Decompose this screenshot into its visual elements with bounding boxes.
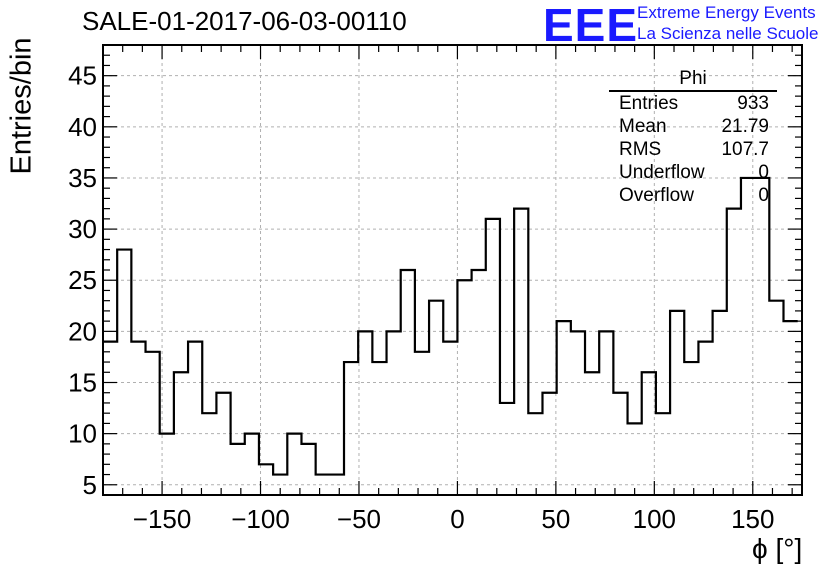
x-tick-label: −100 <box>231 504 290 534</box>
histogram-bin-10 <box>245 434 259 495</box>
histogram-bin-44 <box>727 209 741 495</box>
x-tick-label: 50 <box>541 504 570 534</box>
histogram-bin-37 <box>628 423 642 495</box>
histogram-bin-28 <box>500 403 514 495</box>
histogram-bin-32 <box>557 321 571 495</box>
histogram-bin-14 <box>301 444 315 495</box>
eee-logo: EEE <box>543 0 639 51</box>
stats-label: Mean <box>619 116 667 137</box>
stats-label: Entries <box>619 93 679 114</box>
histogram-bin-27 <box>486 219 500 495</box>
stats-label: RMS <box>619 139 662 160</box>
histogram-bin-13 <box>287 434 301 495</box>
x-tick-label: −150 <box>133 504 192 534</box>
histogram-bin-18 <box>358 331 372 495</box>
y-tick-label: 45 <box>68 61 97 91</box>
stats-value: 0 <box>758 162 769 183</box>
y-tick-label: 20 <box>68 316 97 346</box>
stats-label: Underflow <box>619 162 705 183</box>
histogram-bin-23 <box>429 301 443 495</box>
stats-title: Phi <box>609 68 777 92</box>
stats-row-underflow: Underflow 0 <box>609 161 777 184</box>
histogram-bin-39 <box>656 413 670 495</box>
x-tick-label: −50 <box>337 504 381 534</box>
histogram-bin-0 <box>103 342 117 495</box>
histogram-bin-42 <box>698 342 712 495</box>
histogram-bin-16 <box>330 475 344 495</box>
histogram-bin-25 <box>457 280 471 495</box>
stats-row-rms: RMS 107.7 <box>609 138 777 161</box>
brand-line-1: Extreme Energy Events <box>637 3 816 22</box>
chart-title: SALE-01-2017-06-03-00110 <box>82 6 407 36</box>
stats-box: Phi Entries 933 Mean 21.79 RMS 107.7 Underflow… <box>609 68 777 207</box>
stats-row-entries: Entries 933 <box>609 92 777 115</box>
y-tick-label: 15 <box>68 368 97 398</box>
histogram-series <box>103 176 798 476</box>
histogram-bin-47 <box>769 301 783 495</box>
histogram-bin-40 <box>670 311 684 495</box>
histogram-bin-38 <box>642 372 656 495</box>
y-tick-label: 25 <box>68 265 97 295</box>
histogram-bin-33 <box>571 331 585 495</box>
stats-value: 933 <box>737 93 769 114</box>
histogram-bin-19 <box>372 362 386 495</box>
stats-value: 107.7 <box>721 139 769 160</box>
stats-row-mean: Mean 21.79 <box>609 115 777 138</box>
histogram-bin-45 <box>741 178 755 495</box>
stats-value: 0 <box>758 185 769 206</box>
histogram-bin-35 <box>599 331 613 495</box>
y-tick-label: 30 <box>68 214 97 244</box>
stats-row-overflow: Overflow 0 <box>609 184 777 207</box>
histogram-bin-5 <box>174 372 188 495</box>
stats-value: 21.79 <box>721 116 769 137</box>
stats-label: Overflow <box>619 185 694 206</box>
brand-line-2: La Scienza nelle Scuole <box>637 24 819 43</box>
x-tick-label: 150 <box>731 504 774 534</box>
histogram-bin-20 <box>387 331 401 495</box>
histogram-bin-46 <box>755 178 769 495</box>
histogram-bin-2 <box>131 342 145 495</box>
histogram-bin-8 <box>216 393 230 495</box>
histogram-bin-9 <box>231 444 245 495</box>
histogram-bin-43 <box>713 311 727 495</box>
histogram-bin-15 <box>316 475 330 495</box>
y-tick-label: 5 <box>83 470 97 500</box>
histogram-bin-6 <box>188 342 202 495</box>
histogram-bin-22 <box>415 352 429 495</box>
histogram-bin-30 <box>528 413 542 495</box>
histogram-bin-1 <box>117 250 131 495</box>
histogram-bin-29 <box>514 209 528 495</box>
histogram-bin-34 <box>585 372 599 495</box>
x-tick-label: 100 <box>633 504 676 534</box>
histogram-bin-17 <box>344 362 358 495</box>
histogram-bin-7 <box>202 413 216 495</box>
x-tick-label: 0 <box>450 504 464 534</box>
histogram-bin-21 <box>401 270 415 495</box>
histogram-bin-26 <box>472 270 486 495</box>
x-axis-label: ϕ [°] <box>752 533 803 564</box>
y-tick-label: 40 <box>68 112 97 142</box>
histogram-bin-31 <box>542 393 556 495</box>
y-tick-label: 10 <box>68 419 97 449</box>
histogram-bin-36 <box>613 393 627 495</box>
histogram-bin-24 <box>443 342 457 495</box>
histogram-bin-41 <box>684 362 698 495</box>
histogram-bin-48 <box>783 321 797 495</box>
y-tick-label: 35 <box>68 163 97 193</box>
histogram-bin-3 <box>146 352 160 495</box>
